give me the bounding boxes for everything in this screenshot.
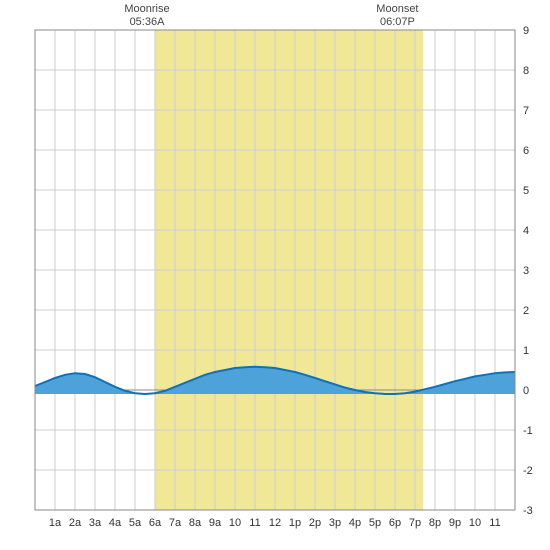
x-tick-label: 4a [109,517,122,529]
x-tick-label: 1p [289,517,301,529]
y-tick-label: 0 [523,385,529,397]
x-tick-label: 2p [309,517,321,529]
y-tick-label: -3 [523,505,533,517]
chart-svg: 1a2a3a4a5a6a7a8a9a1011121p2p3p4p5p6p7p8p… [0,0,550,550]
x-tick-label: 7a [169,517,182,529]
x-tick-label: 10 [469,517,481,529]
x-tick-label: 12 [269,517,281,529]
y-tick-label: 6 [523,145,529,157]
x-tick-label: 1a [49,517,62,529]
x-tick-label: 7p [409,517,421,529]
x-tick-label: 9a [209,517,222,529]
moonset-label: Moonset [376,3,418,15]
x-tick-label: 11 [249,517,260,529]
y-tick-label: -2 [523,465,533,477]
tide-chart: 1a2a3a4a5a6a7a8a9a1011121p2p3p4p5p6p7p8p… [0,0,550,550]
x-tick-label: 4p [349,517,361,529]
x-tick-label: 10 [229,517,241,529]
moonset-time: 06:07P [380,16,415,28]
y-tick-label: 9 [523,25,529,37]
x-tick-label: 3p [329,517,341,529]
x-tick-label: 5p [369,517,381,529]
y-tick-label: -1 [523,425,533,437]
x-tick-label: 11 [489,517,500,529]
x-tick-label: 6a [149,517,162,529]
y-tick-label: 3 [523,265,529,277]
y-tick-label: 1 [523,345,529,357]
y-tick-label: 8 [523,65,529,77]
y-tick-label: 5 [523,185,529,197]
x-tick-label: 8p [429,517,441,529]
x-tick-label: 6p [389,517,401,529]
x-tick-label: 9p [449,517,461,529]
moonrise-time: 05:36A [130,16,166,28]
moonrise-label: Moonrise [124,3,169,15]
y-tick-label: 7 [523,105,529,117]
tide-fill [35,367,515,394]
x-tick-label: 3a [89,517,102,529]
x-tick-label: 8a [189,517,202,529]
y-tick-label: 4 [523,225,529,237]
y-tick-label: 2 [523,305,529,317]
x-tick-label: 2a [69,517,82,529]
x-tick-label: 5a [129,517,142,529]
